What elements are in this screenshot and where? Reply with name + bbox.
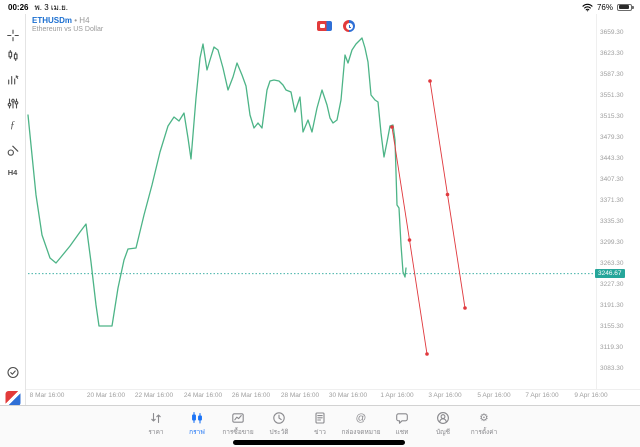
price-line-series [27,37,407,327]
price-tick-label: 3227.30 [600,281,624,288]
chart-toolbar: ƒ H4 [0,14,26,406]
time-tick-label: 20 Mar 16:00 [86,392,126,399]
account-person-icon [436,411,450,425]
clock-check-icon[interactable] [6,366,19,379]
symbol-name[interactable]: ETHUSDm [32,16,73,25]
indicators-function-icon[interactable]: ƒ [10,120,15,131]
price-tick-label: 3515.30 [600,113,624,120]
chart-badges [317,20,355,32]
time-tick-label: 24 Mar 16:00 [183,392,223,399]
candlestick-icon [190,411,204,425]
price-tick-label: 3371.30 [600,197,624,204]
trendline-2-handle[interactable] [463,306,467,310]
price-tick-label: 3263.30 [600,260,624,267]
tab-settings[interactable]: ⚙ การตั้งค่า [464,406,505,447]
chart-type-candles-icon[interactable] [6,49,19,62]
time-axis-separator [26,389,640,390]
tab-quotes[interactable]: ราคา [136,406,177,447]
tab-label: บัญชี [435,429,451,436]
time-tick-label: 1 Apr 16:00 [380,392,414,399]
price-tick-label: 3119.30 [600,344,624,351]
news-document-icon [313,411,327,425]
price-tick-label: 3299.30 [600,239,624,246]
time-tick-label: 3 Apr 16:00 [428,392,462,399]
price-tick-label: 3335.30 [600,218,624,225]
chat-bubble-icon [395,411,409,425]
time-tick-label: 8 Mar 16:00 [29,392,65,399]
tab-chat[interactable]: แชท [382,406,423,447]
home-indicator[interactable] [233,440,405,445]
tab-label: กล่องจดหมาย [341,429,381,436]
time-tick-label: 28 Mar 16:00 [280,392,320,399]
metaquotes-logo [5,391,20,406]
wifi-icon [582,3,593,11]
price-tick-label: 3443.30 [600,155,624,162]
trendline-1-handle[interactable] [425,352,429,356]
clock-icon [272,411,286,425]
status-date: พ. 3 เม.ย. [34,2,68,12]
price-tick-label: 3083.30 [600,365,624,372]
indicator-settings-icon[interactable] [6,97,19,110]
battery-icon [617,3,634,11]
tab-news[interactable]: ข่าว [300,406,341,447]
battery-percent: 76% [596,2,613,12]
time-tick-label: 26 Mar 16:00 [231,392,271,399]
current-price-badge: 3246.67 [595,269,625,279]
trade-chart-icon [231,411,245,425]
price-tick-label: 3551.30 [600,92,624,99]
price-tick-label: 3407.30 [600,176,624,183]
tab-label: แชท [395,429,409,436]
price-tick-label: 3155.30 [600,323,624,330]
trendline-1-handle[interactable] [390,125,394,129]
status-bar: 00:26 พ. 3 เม.ย. 76% [0,0,640,14]
arrows-up-down-icon [149,411,163,425]
crosshair-icon[interactable] [6,29,19,42]
price-tick-label: 3659.30 [600,29,624,36]
trendline-2-handle[interactable] [428,79,432,83]
time-tick-label: 5 Apr 16:00 [477,392,511,399]
status-time: 00:26 [8,2,29,12]
trendline-1-handle[interactable] [407,238,412,242]
trendline-2-handle[interactable] [445,192,450,197]
price-tick-label: 3623.30 [600,50,624,57]
gear-icon: ⚙ [479,411,489,424]
time-tick-label: 9 Apr 16:00 [574,392,608,399]
price-tick-label: 3191.30 [600,302,624,309]
tab-label: ราคา [148,429,164,436]
tab-mailbox[interactable]: @ กล่องจดหมาย [341,406,382,447]
timeframe-button[interactable]: H4 [7,168,18,177]
time-tick-label: 30 Mar 16:00 [328,392,368,399]
chart-clock-icon[interactable] [343,20,355,32]
header-timeframe: H4 [79,16,90,25]
tab-trade[interactable]: การซื้อขาย [218,406,259,447]
at-sign-icon: @ [355,411,367,424]
time-tick-label: 22 Mar 16:00 [134,392,174,399]
tab-label: ประวัติ [269,429,289,436]
tab-label: การซื้อขาย [222,429,254,436]
price-tick-label: 3479.30 [600,134,624,141]
tab-history[interactable]: ประวัติ [259,406,300,447]
objects-icon[interactable] [6,144,19,157]
tab-label: กราฟ [189,429,205,436]
chart-style-icon[interactable] [6,73,19,86]
price-axis-separator [596,14,597,389]
chart-flag-icon[interactable] [317,21,332,31]
tab-label: การตั้งค่า [470,429,498,436]
tab-account[interactable]: บัญชี [423,406,464,447]
symbol-description: Ethereum vs US Dollar [32,26,104,33]
tab-label: ข่าว [314,429,326,436]
chart-header[interactable]: ETHUSDm • H4 Ethereum vs US Dollar [32,16,104,33]
price-tick-label: 3587.30 [600,71,624,78]
time-tick-label: 7 Apr 16:00 [525,392,559,399]
tab-chart[interactable]: กราฟ [177,406,218,447]
